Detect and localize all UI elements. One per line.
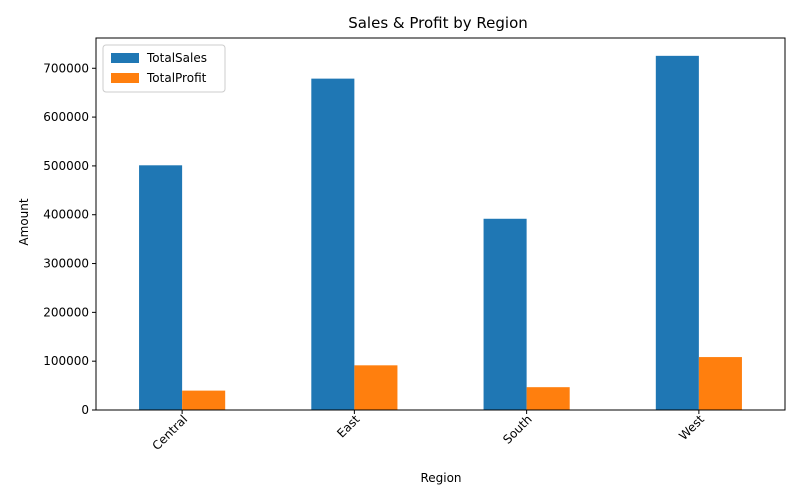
y-tick-label: 300000 bbox=[43, 257, 89, 271]
bar-totalsales-west bbox=[655, 55, 699, 411]
y-tick-label: 400000 bbox=[43, 208, 89, 222]
y-axis-label: Amount bbox=[17, 198, 31, 245]
y-tick-label: 100000 bbox=[43, 354, 89, 368]
y-tick-label: 700000 bbox=[43, 61, 89, 75]
y-tick-label: 500000 bbox=[43, 159, 89, 173]
x-tick-label-west: West bbox=[676, 412, 707, 443]
x-tick-label-south: South bbox=[500, 412, 535, 447]
plot-frame bbox=[95, 37, 786, 411]
x-tick-label-east: East bbox=[334, 412, 362, 440]
bar-totalprofit-central bbox=[182, 390, 226, 410]
plot-area bbox=[139, 55, 742, 411]
legend-swatch-totalprofit bbox=[111, 73, 139, 83]
legend-label-totalprofit: TotalProfit bbox=[146, 71, 207, 85]
bar-totalsales-central bbox=[139, 165, 183, 410]
x-tick-label-central: Central bbox=[149, 412, 190, 453]
bar-totalsales-south bbox=[483, 218, 527, 410]
bar-totalprofit-south bbox=[526, 387, 570, 410]
chart-title: Sales & Profit by Region bbox=[348, 14, 528, 32]
x-axis: Central East South West bbox=[149, 410, 707, 453]
legend-label-totalsales: TotalSales bbox=[146, 51, 207, 65]
y-axis: 0 100000 200000 300000 400000 500000 600000 700… bbox=[43, 61, 96, 417]
y-tick-label: 600000 bbox=[43, 110, 89, 124]
x-axis-label: Region bbox=[420, 471, 461, 485]
bar-totalsales-east bbox=[311, 78, 355, 410]
y-tick-label: 0 bbox=[81, 403, 89, 417]
legend: TotalSales TotalProfit bbox=[102, 44, 226, 93]
bar-totalprofit-west bbox=[698, 357, 742, 410]
y-tick-label: 200000 bbox=[43, 305, 89, 319]
bar-totalprofit-east bbox=[354, 365, 398, 410]
legend-swatch-totalsales bbox=[111, 53, 139, 63]
